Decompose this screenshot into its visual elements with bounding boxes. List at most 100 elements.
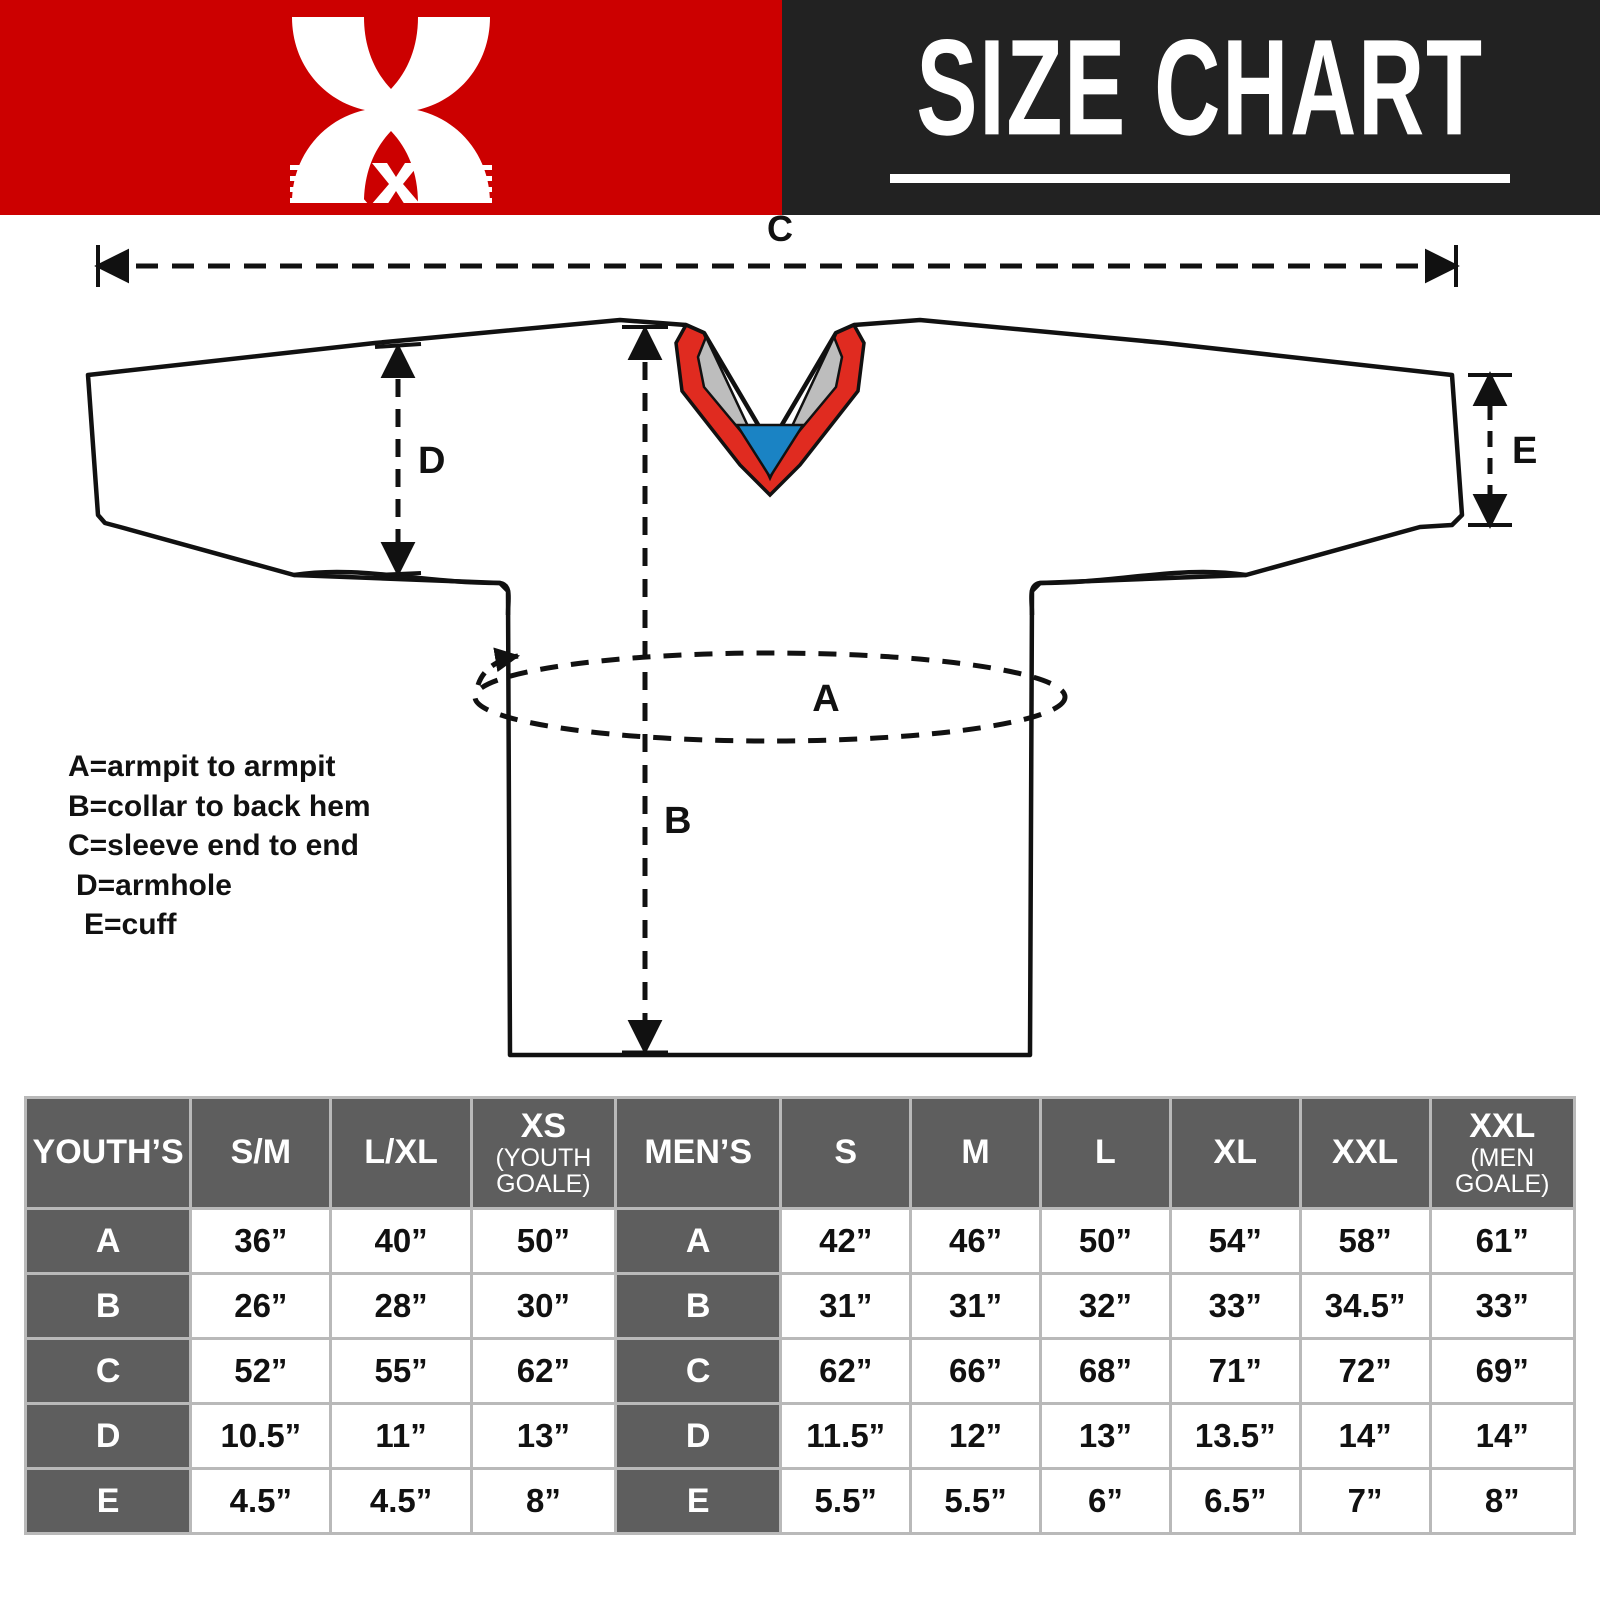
column-header-label: XL — [1213, 1133, 1257, 1172]
legend-item-a: A=armpit to armpit — [68, 750, 336, 783]
table-row: A 36” 40” 50” A 42” 46” 50” 54” 58” 61” — [27, 1210, 1573, 1272]
cell-men: 50” — [1042, 1210, 1169, 1272]
measure-d-label: D — [418, 440, 445, 482]
cell-youth: 50” — [472, 1210, 615, 1272]
column-header-mens: MEN’S — [617, 1099, 780, 1207]
table-row: B 26” 28” 30” B 31” 31” 32” 33” 34.5” 33” — [27, 1275, 1573, 1337]
measure-c: C — [94, 215, 1460, 287]
legend-item-c: C=sleeve end to end — [68, 829, 359, 863]
column-header-xl: XL — [1171, 1099, 1299, 1207]
kxk-logo — [290, 16, 492, 203]
column-header-lxl: L/XL — [332, 1099, 470, 1207]
right-armhole-seam — [1039, 569, 1247, 586]
legend-item-b: B=collar to back hem — [68, 789, 371, 823]
cell-men: 72” — [1301, 1340, 1429, 1402]
measure-d: D — [374, 342, 445, 577]
left-armpit-corner — [499, 580, 511, 616]
cell-men: 13.5” — [1171, 1405, 1299, 1467]
cell-men: 33” — [1431, 1275, 1573, 1337]
measurement-legend: A=armpit to armpit B=collar to back hem … — [68, 747, 488, 945]
row-label-youth: D — [27, 1405, 190, 1467]
column-header-label: XS — [520, 1106, 567, 1145]
measure-b-label: B — [664, 800, 691, 842]
cell-men: 5.5” — [912, 1470, 1039, 1532]
jersey-diagram-svg: C D E B A — [85, 215, 1537, 1058]
row-label-men: E — [617, 1470, 780, 1532]
cell-men: 32” — [1042, 1275, 1169, 1337]
column-header-sublabel: (YOUTH GOALE) — [495, 1143, 592, 1198]
cell-youth: 4.5” — [192, 1470, 330, 1532]
legend-item-e: E=cuff — [84, 908, 177, 942]
column-header-label: L/XL — [364, 1133, 438, 1172]
row-label-men: A — [617, 1210, 780, 1272]
cell-men: 34.5” — [1301, 1275, 1429, 1337]
page-header: SIZE CHART — [0, 0, 1600, 215]
cell-men: 46” — [912, 1210, 1039, 1272]
cell-men: 58” — [1301, 1210, 1429, 1272]
row-label-youth: A — [27, 1210, 190, 1272]
column-header-xxl: XXL — [1301, 1099, 1429, 1207]
jersey-body-path — [85, 317, 1465, 1058]
cell-men: 31” — [912, 1275, 1039, 1337]
column-header-label: L — [1095, 1133, 1116, 1172]
column-header-label: YOUTH’S — [32, 1133, 184, 1172]
cell-youth: 28” — [332, 1275, 470, 1337]
cell-men: 14” — [1301, 1405, 1429, 1467]
cell-men: 66” — [912, 1340, 1039, 1402]
cell-youth: 55” — [332, 1340, 470, 1402]
cell-youth: 30” — [472, 1275, 615, 1337]
column-header-label: XXL — [1332, 1133, 1399, 1172]
column-header-xxl: XXL (MEN GOALE) — [1431, 1099, 1573, 1207]
column-header-sm: S/M — [192, 1099, 330, 1207]
column-header-label: MEN’S — [644, 1133, 753, 1172]
cell-men: 7” — [1301, 1470, 1429, 1532]
jersey-outline — [85, 317, 1465, 1058]
cell-men: 5.5” — [782, 1470, 910, 1532]
column-header-s: S — [782, 1099, 910, 1207]
column-header-label: S/M — [230, 1133, 292, 1172]
title-panel: SIZE CHART — [782, 0, 1600, 215]
cell-men: 14” — [1431, 1405, 1573, 1467]
cell-youth: 11” — [332, 1405, 470, 1467]
row-label-youth: E — [27, 1470, 190, 1532]
cell-men: 62” — [782, 1340, 910, 1402]
cell-youth: 62” — [472, 1340, 615, 1402]
size-table: YOUTH’S S/M L/XL XS (YOUTH GOALE) MEN’S S M L XL X… — [24, 1096, 1576, 1535]
table-row: E 4.5” 4.5” 8” E 5.5” 5.5” 6” 6.5” 7” 8” — [27, 1470, 1573, 1532]
row-label-men: B — [617, 1275, 780, 1337]
collar-blue-accent — [734, 423, 806, 480]
jersey-diagram: C D E B A — [0, 215, 1600, 1060]
cell-men: 61” — [1431, 1210, 1573, 1272]
table-header-row: YOUTH’S S/M L/XL XS (YOUTH GOALE) MEN’S S M L XL X… — [27, 1099, 1573, 1207]
row-label-youth: C — [27, 1340, 190, 1402]
cell-youth: 4.5” — [332, 1470, 470, 1532]
cell-youth: 10.5” — [192, 1405, 330, 1467]
column-header-xs: XS (YOUTH GOALE) — [472, 1099, 615, 1207]
column-header-youths: YOUTH’S — [27, 1099, 190, 1207]
cell-men: 31” — [782, 1275, 910, 1337]
cell-men: 6.5” — [1171, 1470, 1299, 1532]
column-header-label: M — [961, 1133, 990, 1172]
column-header-m: M — [912, 1099, 1039, 1207]
cell-men: 11.5” — [782, 1405, 910, 1467]
column-header-label: XXL — [1469, 1106, 1536, 1145]
cell-youth: 40” — [332, 1210, 470, 1272]
cell-youth: 8” — [472, 1470, 615, 1532]
column-header-label: S — [834, 1133, 858, 1172]
measure-a-ellipse — [472, 650, 1068, 744]
right-armpit-corner — [1029, 580, 1041, 616]
cell-youth: 36” — [192, 1210, 330, 1272]
size-table-container: YOUTH’S S/M L/XL XS (YOUTH GOALE) MEN’S S M L XL X… — [24, 1096, 1576, 1535]
measure-b: B — [622, 325, 691, 1056]
row-label-youth: B — [27, 1275, 190, 1337]
measure-e: E — [1468, 371, 1537, 529]
cell-youth: 13” — [472, 1405, 615, 1467]
cell-men: 42” — [782, 1210, 910, 1272]
measure-a-label: A — [812, 678, 839, 720]
cell-men: 68” — [1042, 1340, 1169, 1402]
column-header-sublabel: (MEN GOALE) — [1455, 1143, 1550, 1198]
measure-c-label: C — [767, 215, 793, 249]
row-label-men: D — [617, 1405, 780, 1467]
cell-men: 6” — [1042, 1470, 1169, 1532]
jersey-collar — [674, 322, 866, 498]
